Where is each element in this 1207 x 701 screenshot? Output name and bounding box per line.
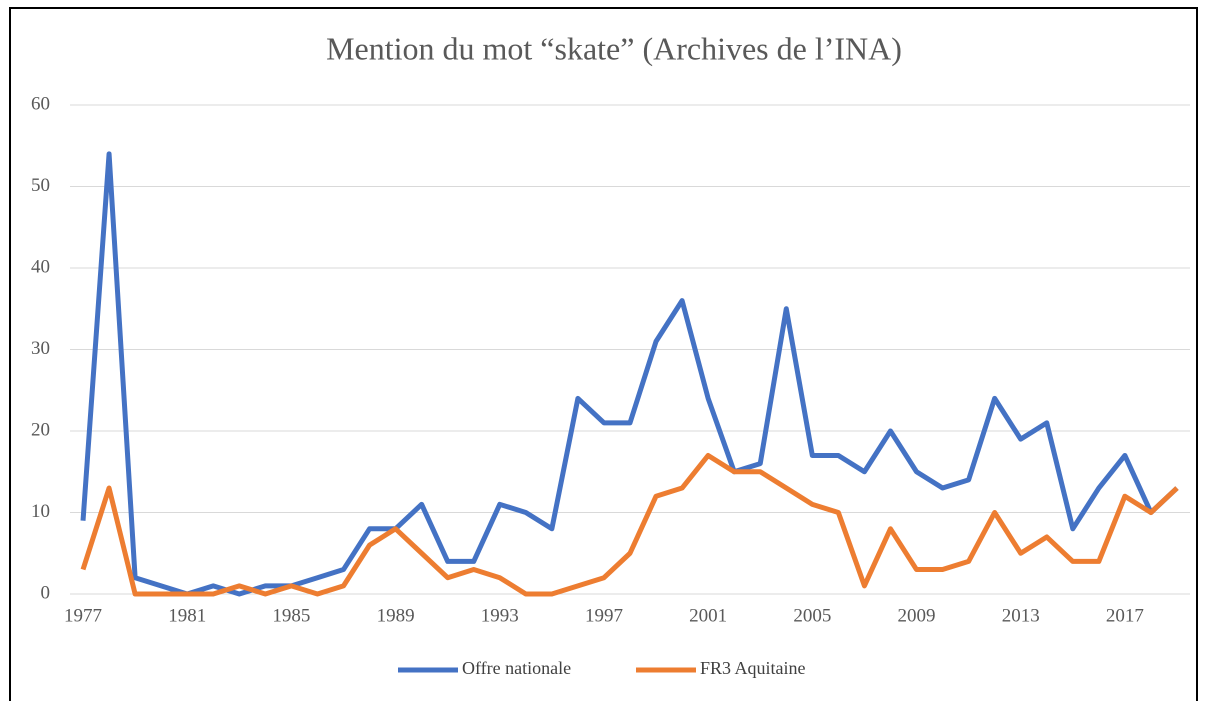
x-tick-label: 2001 [689,605,727,626]
series-line [80,452,1179,597]
x-tick-label: 2017 [1106,605,1144,626]
y-tick-label: 40 [31,256,50,277]
y-tick-label: 0 [41,582,51,603]
x-tick-label: 1993 [481,605,519,626]
legend-text: Offre nationale [462,658,571,678]
x-tick-label: 2009 [898,605,936,626]
legend-text: FR3 Aquitaine [700,658,806,678]
y-tick-label: 50 [31,175,50,196]
x-tick-label: 1981 [168,605,206,626]
x-tick-label: 2005 [793,605,831,626]
chart-title: Mention du mot “skate” (Archives de l’IN… [326,30,902,66]
x-tick-label: 1977 [64,605,102,626]
x-tick-label: 1997 [585,605,623,626]
series-line [80,151,1179,597]
x-tick-label: 1985 [272,605,310,626]
y-tick-label: 30 [31,338,50,359]
x-tick-label: 2013 [1002,605,1040,626]
y-tick-label: 10 [31,501,50,522]
y-tick-label: 20 [31,419,50,440]
chart-border [9,7,1198,701]
y-tick-label: 60 [31,93,50,114]
x-tick-label: 1989 [377,605,415,626]
